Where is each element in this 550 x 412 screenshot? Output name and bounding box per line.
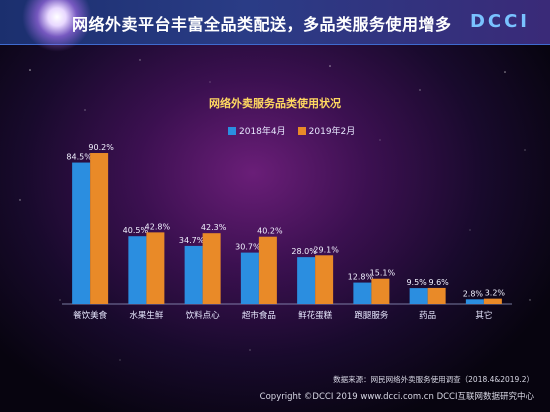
- category-label-5: 跑腿服务: [354, 310, 389, 321]
- bar-2019-4: [315, 255, 334, 304]
- bar-2019-3: [258, 236, 277, 304]
- category-label-0: 餐饮美食: [73, 310, 108, 321]
- bar-2019-2: [202, 233, 221, 304]
- legend-swatch-2019: [297, 126, 306, 135]
- legend-swatch-2018: [228, 126, 236, 135]
- bar-2019-5: [371, 278, 390, 304]
- legend-label-2018: 2018年4月: [239, 127, 286, 137]
- data-label-2018-0: 84.5%: [66, 153, 92, 162]
- bar-2018-2: [184, 245, 203, 304]
- page-title: 网络外卖平台丰富全品类配送，多品类服务使用增多: [72, 15, 452, 34]
- bar-2018-7: [465, 299, 484, 304]
- data-label-2018-7: 2.8%: [463, 289, 484, 298]
- bar-2019-0: [90, 153, 109, 304]
- data-label-2018-6: 9.5%: [406, 278, 427, 287]
- data-label-2018-3: 30.7%: [235, 243, 261, 252]
- bar-2019-6: [427, 287, 446, 304]
- bar-2019-1: [146, 232, 165, 304]
- bar-2018-3: [240, 252, 259, 304]
- data-label-2018-4: 28.0%: [291, 247, 317, 256]
- bar-2018-0: [72, 162, 91, 304]
- legend-label-2019: 2019年2月: [308, 127, 356, 137]
- category-label-3: 超市食品: [242, 310, 276, 321]
- data-label-2019-7: 3.2%: [485, 289, 506, 298]
- bar-2018-1: [128, 236, 147, 304]
- category-label-6: 药品: [419, 310, 436, 321]
- category-label-2: 饮料点心: [186, 310, 221, 321]
- copyright-line: Copyright ©DCCI 2019 www.dcci.com.cn DCC…: [259, 392, 534, 402]
- category-label-7: 其它: [475, 310, 492, 321]
- legend-item-2019: 2019年2月: [297, 124, 356, 137]
- category-label-1: 水果生鲜: [129, 310, 164, 321]
- data-label-2018-1: 40.5%: [123, 226, 149, 235]
- bar-2018-4: [297, 257, 316, 304]
- bar-2018-5: [353, 282, 372, 304]
- category-label-4: 鲜花蛋糕: [298, 310, 333, 321]
- bar-2019-7: [483, 298, 502, 304]
- data-label-2018-2: 34.7%: [179, 236, 205, 245]
- data-label-2018-5: 12.8%: [348, 273, 374, 282]
- header-bar: 网络外卖平台丰富全品类配送，多品类服务使用增多 DCCI: [0, 0, 550, 52]
- data-source-note: 数据来源：网民网络外卖服务使用调查（2018.4&2019.2）: [333, 375, 534, 384]
- chart-title: 网络外卖服务品类使用状况: [209, 97, 341, 110]
- data-label-2019-6: 9.6%: [428, 278, 449, 287]
- data-label-2019-3: 40.2%: [257, 227, 283, 236]
- data-label-2019-5: 15.1%: [370, 269, 396, 278]
- legend-item-2018: 2018年4月: [228, 124, 286, 137]
- dcci-logo: DCCI: [469, 11, 530, 32]
- bar-2018-6: [409, 288, 428, 304]
- data-label-2019-4: 29.1%: [313, 245, 339, 254]
- data-label-2019-2: 42.3%: [201, 223, 227, 232]
- chart-legend: 2018年4月 2019年2月: [228, 124, 355, 137]
- data-label-2019-0: 90.2%: [88, 143, 114, 152]
- data-label-2019-1: 42.8%: [145, 222, 171, 231]
